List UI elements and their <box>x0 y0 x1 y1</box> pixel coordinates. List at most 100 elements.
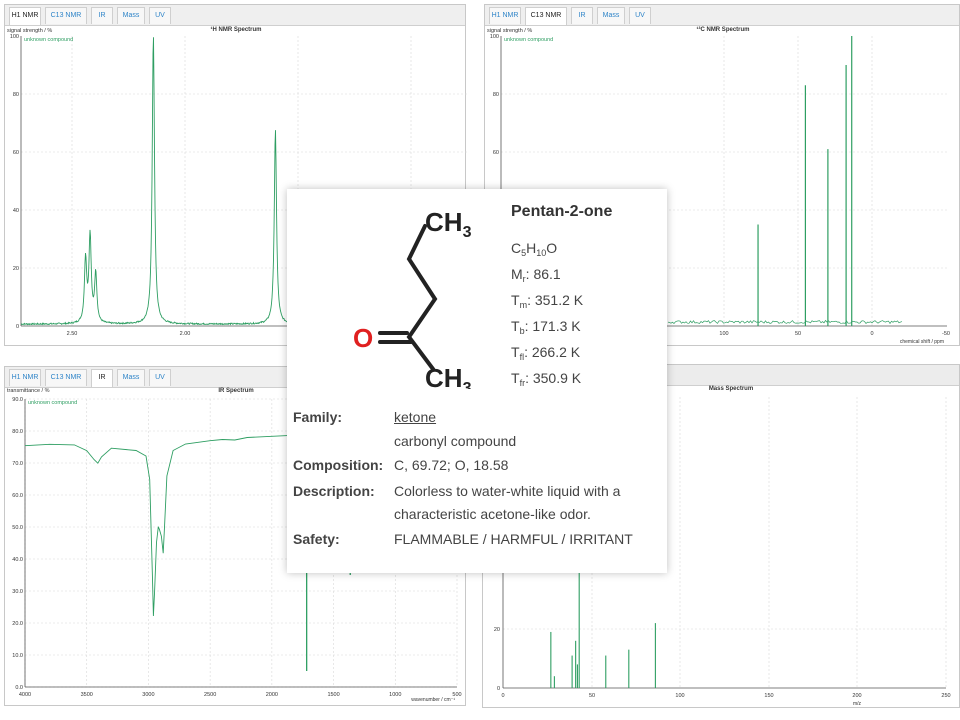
composition-value: C, 69.72; O, 18.58 <box>394 457 509 473</box>
h1-legend: unknown compound <box>24 37 73 43</box>
ir-ytick: 70.0 <box>12 461 23 467</box>
h1-xtick: 2.50 <box>67 331 78 337</box>
h1-ytick: 60 <box>13 150 19 156</box>
mass-xtick: 250 <box>941 693 950 699</box>
boiling-temperature: Tb: 171.3 K <box>511 318 581 336</box>
ir-spectrum-trace <box>24 434 298 617</box>
ir-legend: unknown compound <box>28 400 77 406</box>
c13-legend: unknown compound <box>504 37 553 43</box>
ch3-top-label: CH3 <box>425 207 472 241</box>
ir-xtick: 2500 <box>204 692 216 698</box>
c13-ytick: 60 <box>493 150 499 156</box>
mass-xtick: 100 <box>675 693 684 699</box>
flash-temperature: Tfl: 266.2 K <box>511 344 581 362</box>
tab-h1-nmr[interactable]: H1 NMR <box>489 7 521 24</box>
tab-mass[interactable]: Mass <box>117 7 145 24</box>
c13-xtick: 50 <box>795 331 801 337</box>
ir-xlabel: wavenumber / cm⁻¹ <box>411 697 455 703</box>
h1-ytick: 20 <box>13 266 19 272</box>
tab-mass[interactable]: Mass <box>597 7 625 24</box>
h1-xtick: 2.00 <box>180 331 191 337</box>
ir-xtick: 2000 <box>266 692 278 698</box>
ch3-bottom-label: CH3 <box>425 363 472 389</box>
tab-mass[interactable]: Mass <box>117 369 145 386</box>
ir-xtick: 500 <box>452 692 461 698</box>
compound-properties: C5H10O Mr: 86.1 Tm: 351.2 K Tb: 171.3 K … <box>511 235 583 391</box>
c13-title: ¹³C NMR Spectrum <box>696 26 749 33</box>
h1-nmr-tabbar: H1 NMR C13 NMR IR Mass UV <box>5 5 465 26</box>
ir-ytick: 50.0 <box>12 525 23 531</box>
ir-xtick: 3500 <box>81 692 93 698</box>
ir-ytick: 30.0 <box>12 589 23 595</box>
compound-info-card: CH3 O CH3 Pentan-2-one C5H10O Mr: 86.1 T… <box>287 189 667 573</box>
c13-ytick: 80 <box>493 92 499 98</box>
c13-baseline-noise <box>667 319 903 325</box>
ir-dips <box>306 559 375 671</box>
mass-xtick: 150 <box>764 693 773 699</box>
molecular-formula: C5H10O <box>511 240 558 258</box>
tab-h1-nmr[interactable]: H1 NMR <box>9 369 41 386</box>
c13-xtick: -50 <box>942 331 950 337</box>
ir-xtick: 4000 <box>19 692 31 698</box>
ir-ylabel: transmittance / % <box>7 388 50 394</box>
h1-ytick: 40 <box>13 208 19 214</box>
h1-nmr-panel: H1 NMR C13 NMR IR Mass UV signal strengt… <box>4 4 468 346</box>
h1-title: ¹H NMR Spectrum <box>210 26 261 33</box>
c13-ylabel: signal strength / % <box>487 28 532 34</box>
tab-ir[interactable]: IR <box>571 7 593 24</box>
description-line-1: Colorless to water-white liquid with a <box>394 483 621 499</box>
ir-ytick: 10.0 <box>12 653 23 659</box>
mass-xtick: 50 <box>589 693 595 699</box>
mass-ytick: 0 <box>497 686 500 692</box>
molar-mass: Mr: 86.1 <box>511 266 561 284</box>
mass-title: Mass Spectrum <box>709 386 753 392</box>
family-subclass: carbonyl compound <box>394 433 517 449</box>
c13-xlabel: chemical shift / ppm <box>900 339 944 345</box>
structural-formula: CH3 O CH3 <box>353 207 472 389</box>
tab-ir[interactable]: IR <box>91 7 113 24</box>
composition-label: Composition: <box>293 457 384 473</box>
h1-ylabel: signal strength / % <box>7 28 52 34</box>
h1-nmr-plot: signal strength / % ¹H NMR Spectrum 100 … <box>7 26 468 337</box>
ir-ytick: 60.0 <box>12 493 23 499</box>
description-line-2: characteristic acetone-like odor. <box>394 506 591 522</box>
ir-ytick: 80.0 <box>12 429 23 435</box>
tab-c13-nmr[interactable]: C13 NMR <box>525 7 567 25</box>
h1-ytick: 0 <box>16 324 19 330</box>
c13-xtick: 100 <box>719 331 728 337</box>
h1-ytick: 100 <box>10 34 19 40</box>
tab-c13-nmr[interactable]: C13 NMR <box>45 369 87 386</box>
freezing-temperature: Tfr: 350.9 K <box>511 370 582 388</box>
ir-title: IR Spectrum <box>218 388 253 394</box>
ir-ytick: 90.0 <box>12 397 23 403</box>
mass-xtick: 200 <box>852 693 861 699</box>
ir-ytick: 20.0 <box>12 621 23 627</box>
mass-xtick: 0 <box>501 693 504 699</box>
family-label: Family: <box>293 409 343 425</box>
c13-xtick: 0 <box>870 331 873 337</box>
c13-ytick: 100 <box>490 34 499 40</box>
mass-ytick: 20 <box>494 627 500 633</box>
oxygen-label: O <box>353 323 373 353</box>
mass-xlabel: m/z <box>853 701 862 707</box>
tab-c13-nmr[interactable]: C13 NMR <box>45 7 87 24</box>
tab-h1-nmr[interactable]: H1 NMR <box>9 7 41 25</box>
melting-temperature: Tm: 351.2 K <box>511 292 584 310</box>
tab-uv[interactable]: UV <box>149 369 171 386</box>
skeleton-bonds <box>378 224 438 371</box>
compound-name: Pentan-2-one <box>511 203 613 220</box>
c13-peaks <box>757 36 853 326</box>
ir-xtick: 3000 <box>142 692 154 698</box>
ir-ytick: 40.0 <box>12 557 23 563</box>
tab-ir[interactable]: IR <box>91 369 113 387</box>
c13-grid <box>501 36 947 326</box>
c13-nmr-tabbar: H1 NMR C13 NMR IR Mass UV <box>485 5 959 26</box>
tab-uv[interactable]: UV <box>629 7 651 24</box>
safety-value: FLAMMABLE / HARMFUL / IRRITANT <box>394 531 633 547</box>
tab-uv[interactable]: UV <box>149 7 171 24</box>
description-label: Description: <box>293 483 375 499</box>
safety-label: Safety: <box>293 531 340 547</box>
h1-ytick: 80 <box>13 92 19 98</box>
ir-xtick: 1000 <box>389 692 401 698</box>
family-link[interactable]: ketone <box>394 409 437 425</box>
